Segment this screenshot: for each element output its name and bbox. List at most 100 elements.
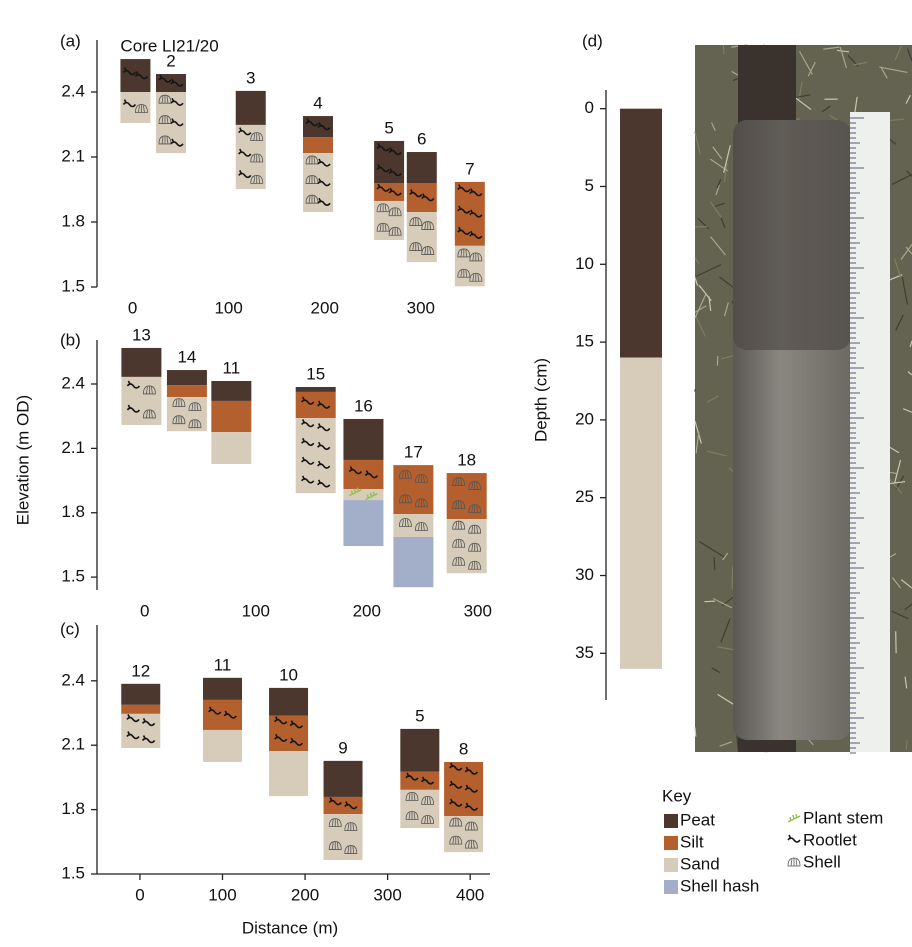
core-layer bbox=[236, 91, 266, 125]
core-layer bbox=[167, 370, 207, 385]
y-tick-label: 2.4 bbox=[61, 373, 85, 392]
core-layer bbox=[269, 751, 308, 796]
core-label: 16 bbox=[354, 396, 373, 415]
core-label: 2 bbox=[166, 52, 175, 71]
core-layer bbox=[324, 761, 363, 797]
y-tick-label: 25 bbox=[575, 487, 594, 506]
core-label: 11 bbox=[223, 358, 241, 377]
core-layer bbox=[167, 385, 207, 397]
x-tick-label: 200 bbox=[311, 298, 339, 317]
core-layer bbox=[400, 729, 439, 772]
key-label: Silt bbox=[680, 832, 704, 851]
x-tick-label: 100 bbox=[242, 601, 270, 620]
x-tick-label: 300 bbox=[464, 601, 492, 620]
y-tick-label: 15 bbox=[575, 332, 594, 351]
grass bbox=[704, 601, 715, 602]
core-layer bbox=[211, 401, 251, 432]
x-tick-label: 100 bbox=[214, 298, 242, 317]
core-layer bbox=[303, 137, 333, 153]
core-layer bbox=[203, 700, 242, 730]
y-tick-label: 2.4 bbox=[61, 81, 85, 100]
grass bbox=[695, 727, 696, 736]
x-tick-label: 300 bbox=[373, 885, 401, 904]
core-label: 13 bbox=[132, 325, 151, 344]
core-layer bbox=[343, 500, 383, 546]
x-tick-label: 300 bbox=[407, 298, 435, 317]
x-tick-label: 200 bbox=[291, 885, 319, 904]
key-swatch bbox=[664, 880, 678, 894]
core-layer bbox=[620, 358, 662, 669]
y-tick-label: 20 bbox=[575, 409, 594, 428]
y-tick-label: 5 bbox=[585, 176, 594, 195]
x-tick-label: 0 bbox=[135, 885, 144, 904]
grass bbox=[723, 45, 724, 54]
key-label: Peat bbox=[680, 810, 715, 829]
core-label: 10 bbox=[279, 665, 298, 684]
core-layer bbox=[211, 381, 251, 401]
key-label: Sand bbox=[680, 854, 720, 873]
key-swatch bbox=[664, 858, 678, 872]
core-layer bbox=[343, 460, 383, 489]
core-label: 9 bbox=[338, 738, 347, 757]
y-tick-label: 0 bbox=[585, 98, 594, 117]
panel-label: (b) bbox=[60, 330, 81, 349]
y-tick-label: 2.4 bbox=[61, 670, 85, 689]
core-layer bbox=[343, 419, 383, 460]
core-layer bbox=[203, 678, 242, 700]
core-layer bbox=[324, 797, 363, 814]
core-layer bbox=[620, 109, 662, 358]
key-swatch bbox=[664, 836, 678, 850]
panel-label: (c) bbox=[60, 619, 80, 638]
y-tick-label: 1.8 bbox=[61, 799, 85, 818]
core-layer bbox=[121, 684, 160, 705]
y-tick-label: 1.5 bbox=[61, 276, 85, 295]
core-layer bbox=[120, 92, 150, 123]
x-tick-label: 100 bbox=[208, 885, 236, 904]
core-label: 7 bbox=[465, 159, 474, 178]
grass bbox=[906, 740, 907, 749]
rootlet-symbol bbox=[788, 835, 800, 842]
core-label: 12 bbox=[131, 661, 150, 680]
y-tick-label: 1.5 bbox=[61, 567, 85, 586]
x-axis-title: Distance (m) bbox=[242, 918, 338, 937]
core-layer bbox=[296, 392, 336, 418]
x-tick-label: 200 bbox=[353, 601, 381, 620]
core-layer bbox=[393, 537, 433, 587]
core-layer bbox=[296, 387, 336, 392]
y-tick-label: 2.1 bbox=[61, 146, 85, 165]
y-tick-label: 10 bbox=[575, 254, 594, 273]
x-tick-label: 0 bbox=[140, 601, 149, 620]
grass bbox=[714, 557, 715, 570]
panel-label: (a) bbox=[60, 31, 81, 50]
key-label: Plant stem bbox=[803, 808, 883, 827]
y-tick-label: 2.1 bbox=[61, 438, 85, 457]
core-layer bbox=[203, 730, 242, 762]
key-label: Shell bbox=[803, 852, 841, 871]
core-label: 14 bbox=[177, 348, 196, 367]
y-tick-label: 1.5 bbox=[61, 863, 85, 882]
shell-symbol bbox=[788, 858, 800, 866]
core-label: 6 bbox=[417, 130, 426, 149]
key-title: Key bbox=[662, 786, 692, 805]
y-tick-label: 30 bbox=[575, 565, 594, 584]
core-label: 5 bbox=[384, 118, 393, 137]
panel-label: (d) bbox=[582, 31, 603, 50]
x-tick-label: 0 bbox=[128, 298, 137, 317]
core-label: 11 bbox=[214, 655, 232, 674]
key-swatch bbox=[664, 814, 678, 828]
y-axis-title: Elevation (m OD) bbox=[13, 395, 32, 525]
core-label: 18 bbox=[457, 451, 476, 470]
core-layer bbox=[400, 772, 439, 790]
x-tick-label: 400 bbox=[456, 885, 484, 904]
core-layer bbox=[121, 348, 161, 377]
core-label: 8 bbox=[459, 739, 468, 758]
y-tick-label: 2.1 bbox=[61, 735, 85, 754]
core-label: 17 bbox=[404, 443, 423, 462]
y-tick-label: 1.8 bbox=[61, 211, 85, 230]
key-label: Rootlet bbox=[803, 830, 857, 849]
y-tick-label: 1.8 bbox=[61, 502, 85, 521]
core-label: 3 bbox=[246, 68, 255, 87]
core-layer bbox=[269, 688, 308, 716]
core-label: 15 bbox=[306, 364, 325, 383]
